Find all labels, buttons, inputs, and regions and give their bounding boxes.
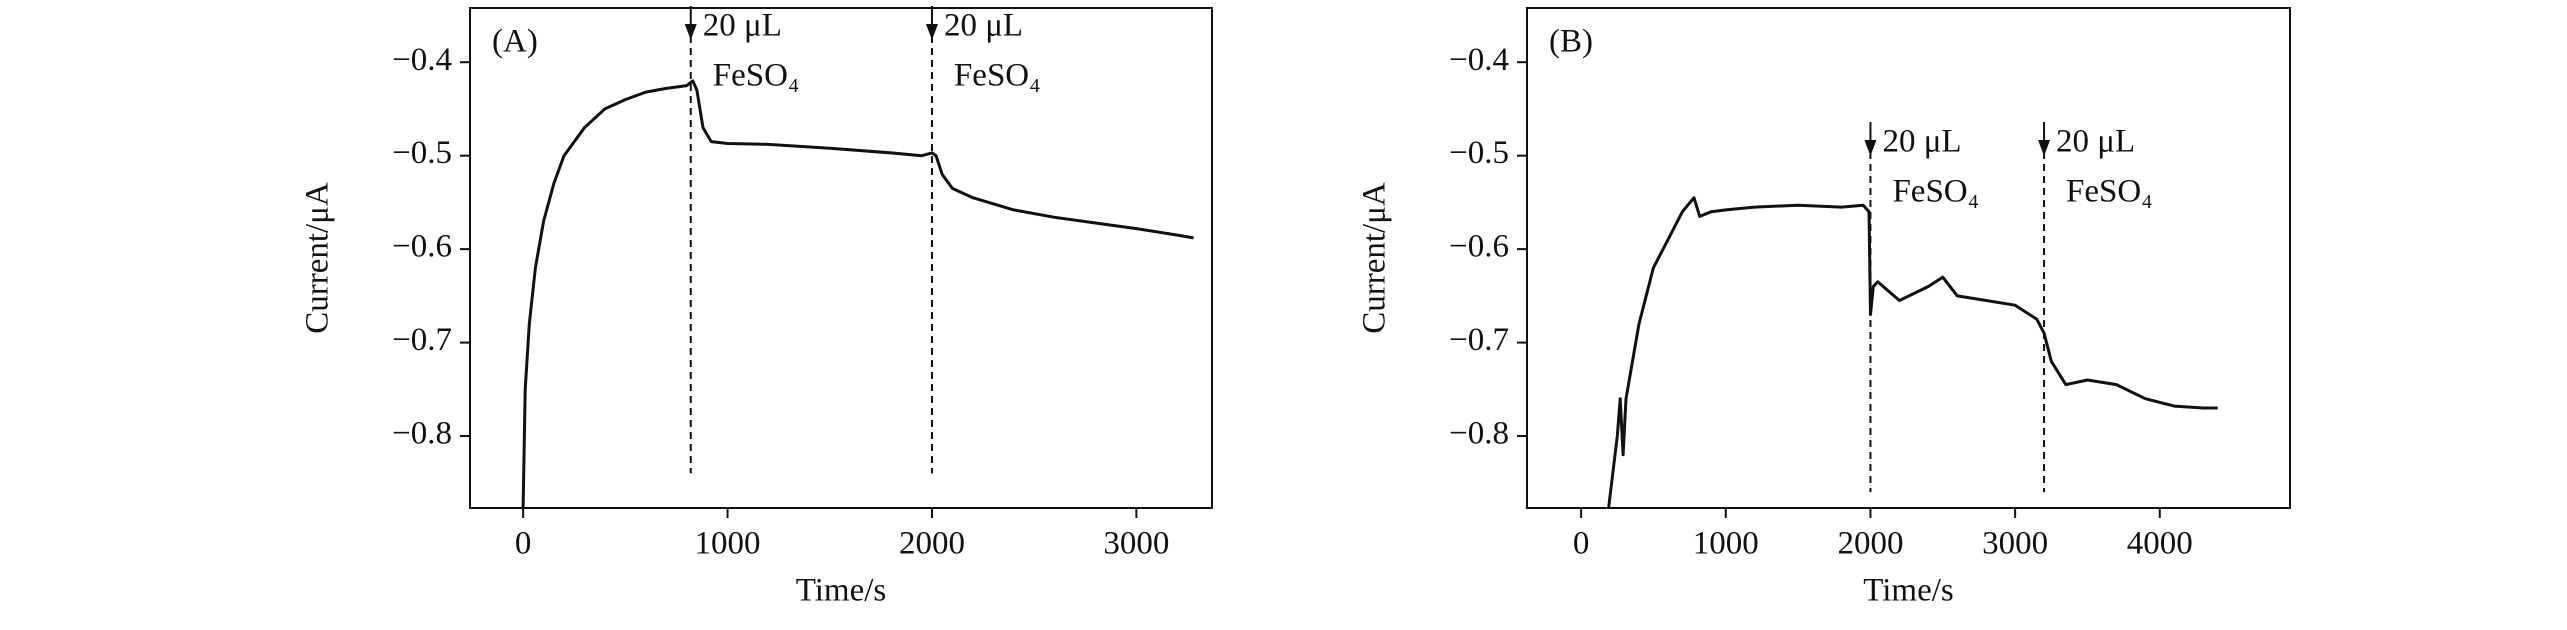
plot-frame: [1526, 7, 2291, 509]
x-tick-label: 1000: [695, 526, 761, 562]
x-tick-label: 2000: [1837, 526, 1903, 562]
data-line: [1607, 196, 2218, 509]
data-line: [521, 79, 1194, 509]
annotation-text: 20 μL: [1882, 124, 1961, 160]
panel-label: (B): [1549, 24, 1593, 60]
x-tick-label: 0: [515, 526, 532, 562]
y-tick-label: −0.5: [392, 135, 452, 171]
x-tick-label: 0: [1573, 526, 1590, 562]
x-tick-label: 1000: [1693, 526, 1759, 562]
y-axis-label: Current/μA: [1357, 182, 1393, 334]
y-tick-label: −0.6: [392, 229, 452, 265]
arrow-head: [684, 24, 697, 40]
annotation-text: FeSO₄: [2066, 174, 2153, 210]
x-axis-label: Time/s: [796, 573, 887, 609]
arrow-head: [2038, 140, 2051, 156]
panel-label: (A): [492, 24, 538, 60]
x-axis-label: Time/s: [1863, 573, 1954, 609]
y-tick-label: −0.7: [1449, 322, 1509, 358]
x-tick-label: 4000: [2127, 526, 2193, 562]
y-tick-label: −0.5: [1449, 135, 1509, 171]
y-tick-label: −0.6: [1449, 229, 1509, 265]
plot-frame: [469, 7, 1213, 509]
y-tick-label: −0.4: [392, 42, 452, 78]
y-axis-label: Current/μA: [300, 182, 336, 334]
arrow-head: [1864, 140, 1877, 156]
x-tick-label: 2000: [899, 526, 965, 562]
arrow-head: [925, 24, 938, 40]
annotation-text: FeSO₄: [954, 58, 1041, 94]
annotation-text: 20 μL: [703, 8, 782, 44]
annotation-text: 20 μL: [944, 8, 1023, 44]
y-tick-label: −0.4: [1449, 42, 1509, 78]
x-tick-label: 3000: [1103, 526, 1169, 562]
y-tick-label: −0.8: [392, 416, 452, 452]
y-tick-label: −0.7: [392, 322, 452, 358]
annotation-text: 20 μL: [2056, 124, 2135, 160]
annotation-text: FeSO₄: [1892, 174, 1979, 210]
y-tick-label: −0.8: [1449, 416, 1509, 452]
annotation-text: FeSO₄: [713, 58, 800, 94]
x-tick-label: 3000: [1982, 526, 2048, 562]
